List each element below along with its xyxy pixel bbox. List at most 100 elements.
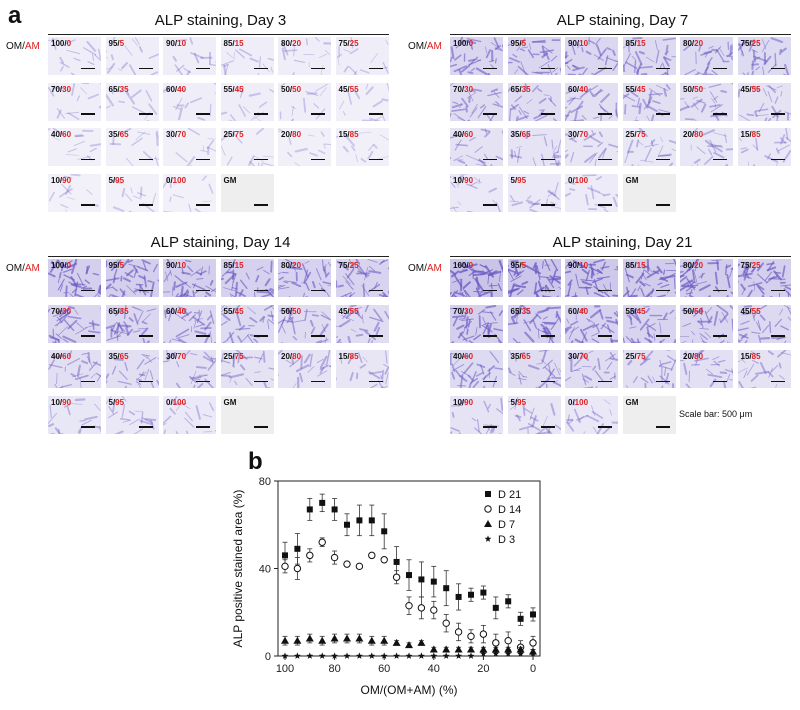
om-value: 80/ <box>683 261 695 270</box>
om-value: 80/ <box>281 261 293 270</box>
am-value: 10 <box>579 39 589 48</box>
scale-bar <box>655 204 670 206</box>
scale-bar <box>770 380 785 382</box>
am-value: 85 <box>349 130 359 139</box>
staining-tile: 45/55 <box>335 304 389 343</box>
group-title: ALP staining, Day 3 <box>154 12 287 29</box>
om-value: 95/ <box>510 261 522 270</box>
am-value: 25 <box>751 39 761 48</box>
stain-texture <box>565 304 618 343</box>
ratio-label: 30/70 <box>166 352 186 361</box>
am-value: 100 <box>172 397 187 407</box>
y-axis-label: ALP positive stained area (%) <box>231 490 245 648</box>
om-value: 5/ <box>108 175 116 185</box>
scale-bar <box>598 380 612 382</box>
data-point <box>491 645 500 653</box>
gm-label: GM <box>223 397 237 407</box>
am-value: 45 <box>636 84 646 94</box>
stain-texture <box>48 128 101 161</box>
om-text: OM/ <box>408 41 427 52</box>
om-value: 95/ <box>510 39 522 48</box>
legend-marker <box>485 491 491 497</box>
am-value: 95 <box>517 175 527 185</box>
data-point <box>516 645 525 653</box>
data-point <box>282 552 288 559</box>
am-text: AM <box>426 263 442 274</box>
scale-bar <box>598 426 612 428</box>
stain-texture <box>220 86 274 121</box>
ratio-label: 85/15 <box>224 261 244 270</box>
scale-bar <box>196 158 210 160</box>
data-point <box>281 562 289 571</box>
om-value: 45/ <box>740 306 752 316</box>
scale-bar <box>598 289 612 291</box>
am-value: 100 <box>574 397 589 407</box>
staining-tile: 10/90 <box>48 173 101 212</box>
scale-bar <box>540 426 555 428</box>
scale-bar <box>81 380 95 382</box>
om-value: 80/ <box>281 39 293 48</box>
ratio-label: 25/75 <box>224 130 244 139</box>
staining-tile: 85/15 <box>622 37 676 75</box>
scale-bar <box>483 158 497 160</box>
staining-tile: 0/100 <box>565 173 618 212</box>
om-value: 45/ <box>338 84 350 94</box>
data-point <box>504 645 513 653</box>
staining-tile: 15/85 <box>737 350 791 388</box>
x-tick-label: 20 <box>477 663 489 675</box>
stain-texture <box>163 174 214 212</box>
data-point <box>331 652 338 659</box>
data-point <box>380 636 389 644</box>
am-value: 30 <box>464 306 474 316</box>
scale-bar <box>253 380 268 382</box>
scale-bar <box>196 380 210 382</box>
data-point <box>517 615 524 622</box>
data-point <box>343 652 351 659</box>
ratio-label: 5/95 <box>109 398 125 407</box>
staining-tile: 25/75 <box>220 128 274 166</box>
stain-texture <box>48 259 101 297</box>
x-tick-label: 100 <box>276 663 294 675</box>
legend-label: D 7 <box>498 519 515 531</box>
data-point <box>281 652 289 659</box>
y-tick-label: 80 <box>259 476 271 488</box>
staining-tile: 95/5 <box>105 37 159 75</box>
ratio-label: 40/60 <box>453 130 473 139</box>
staining-tile: 65/35 <box>507 304 561 343</box>
om-value: 0/ <box>568 175 575 185</box>
om-value: 60/ <box>166 84 178 94</box>
data-point <box>281 636 289 644</box>
stain-texture <box>335 304 389 343</box>
om-value: 30/ <box>568 130 580 139</box>
om-text: OM/ <box>408 263 427 274</box>
scale-bar <box>770 113 785 115</box>
data-point <box>467 645 475 653</box>
am-value: 40 <box>579 306 589 316</box>
scale-bar <box>483 204 497 206</box>
am-value: 25 <box>349 261 359 270</box>
am-value: 45 <box>234 84 244 94</box>
staining-tile: 100/0 <box>450 259 503 297</box>
data-point <box>467 652 475 659</box>
staining-tile: 25/75 <box>220 350 274 388</box>
gm-label: GM <box>625 397 639 407</box>
ratio-label: 75/25 <box>339 261 359 270</box>
staining-tile: 50/50 <box>278 304 331 343</box>
stain-texture <box>565 82 618 121</box>
scale-bar <box>138 67 153 69</box>
scale-bar <box>311 335 325 337</box>
scale-bar <box>655 335 670 337</box>
om-value: 95/ <box>108 39 120 48</box>
staining-tile: 75/25 <box>335 37 389 75</box>
staining-tile: 55/45 <box>622 304 676 343</box>
om-value: 15/ <box>740 352 752 361</box>
stain-texture <box>48 304 101 343</box>
scale-bar <box>598 204 612 206</box>
staining-tile: 85/15 <box>220 37 274 75</box>
am-value: 0 <box>66 39 72 48</box>
om-value: 10/ <box>51 397 63 407</box>
ratio-label: 20/80 <box>281 352 301 361</box>
scale-bar <box>81 204 95 206</box>
scale-bar <box>713 67 727 69</box>
data-point <box>330 634 339 642</box>
